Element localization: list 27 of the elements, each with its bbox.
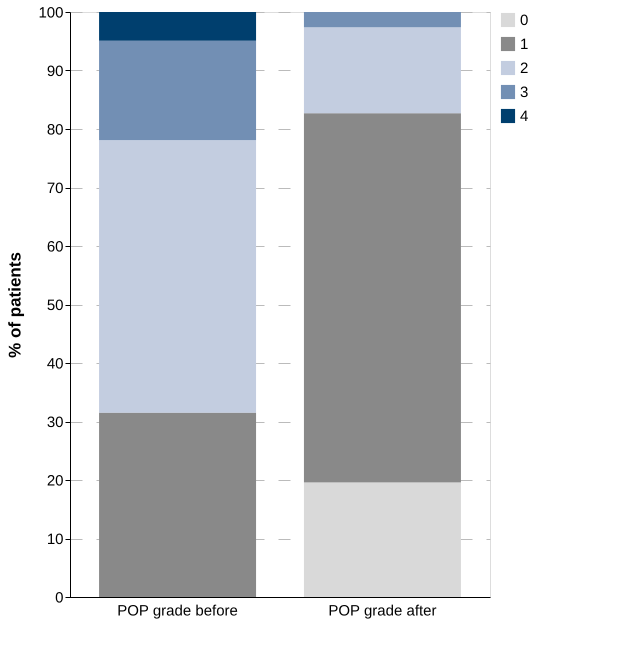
y-tick-label: 80 bbox=[46, 122, 64, 138]
y-tick-label: 10 bbox=[46, 531, 64, 548]
legend-label: 3 bbox=[520, 84, 528, 101]
legend-label: 0 bbox=[520, 12, 528, 29]
bar bbox=[99, 412, 256, 597]
bar bbox=[304, 482, 461, 597]
bar bbox=[304, 113, 461, 482]
bar bbox=[99, 40, 256, 140]
bar bbox=[99, 140, 256, 413]
bar bbox=[304, 27, 461, 114]
y-axis-title: % of patients bbox=[5, 252, 24, 358]
y-tick-label: 0 bbox=[55, 590, 64, 606]
y-tick-label: 20 bbox=[46, 472, 64, 490]
legend-label: 2 bbox=[520, 60, 528, 77]
y-tick-label: 40 bbox=[46, 356, 64, 372]
y-tick-label: 90 bbox=[46, 63, 64, 80]
y-tick-label: 30 bbox=[46, 414, 64, 431]
legend-label: 4 bbox=[520, 108, 528, 125]
y-tick-label: 50 bbox=[46, 297, 64, 314]
y-tick-label: 100 bbox=[38, 4, 64, 22]
bar bbox=[99, 12, 256, 41]
y-tick-label: 60 bbox=[46, 238, 64, 256]
y-tick-label: 70 bbox=[46, 180, 64, 197]
x-tick-label: POP grade before bbox=[117, 602, 238, 620]
bar bbox=[304, 12, 461, 28]
legend-label: 1 bbox=[520, 36, 528, 53]
x-tick-label: POP grade after bbox=[328, 602, 436, 620]
